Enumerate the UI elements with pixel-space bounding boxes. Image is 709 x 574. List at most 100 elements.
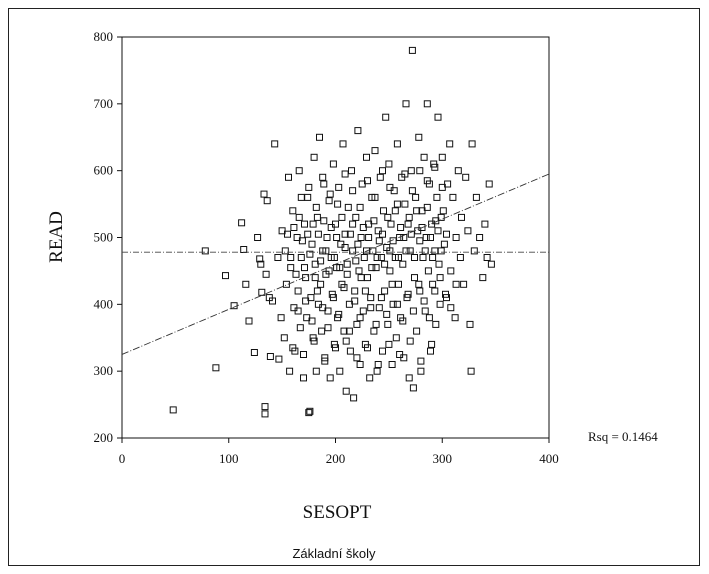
- data-point: [256, 255, 264, 263]
- data-point: [439, 207, 447, 215]
- data-point: [335, 183, 343, 191]
- figure-caption: Základní školy: [292, 546, 376, 561]
- data-point: [305, 183, 313, 191]
- data-point: [423, 177, 431, 185]
- data-point: [417, 357, 425, 365]
- data-point: [281, 247, 289, 255]
- data-point: [393, 300, 401, 308]
- data-point: [407, 230, 415, 238]
- data-point: [416, 287, 424, 295]
- data-point: [468, 140, 476, 148]
- data-point: [311, 274, 319, 282]
- data-point: [423, 100, 431, 108]
- data-point: [301, 220, 308, 228]
- data-point: [282, 280, 290, 288]
- data-point: [411, 274, 418, 282]
- data-point: [341, 170, 349, 178]
- data-point: [343, 260, 351, 268]
- data-point: [320, 217, 328, 225]
- data-point: [309, 220, 317, 228]
- data-point: [277, 314, 285, 322]
- data-point: [297, 193, 305, 201]
- data-point: [354, 127, 362, 135]
- data-point: [363, 247, 370, 255]
- data-point: [305, 409, 313, 417]
- data-point: [363, 153, 370, 161]
- data-point: [250, 349, 258, 356]
- data-point: [372, 320, 380, 328]
- data-point: [371, 193, 379, 201]
- data-point: [295, 167, 303, 175]
- data-point: [396, 351, 404, 358]
- data-point: [406, 337, 414, 345]
- data-point: [356, 203, 364, 211]
- data-point: [349, 187, 357, 195]
- data-point: [360, 254, 368, 261]
- data-point: [287, 254, 295, 261]
- data-point: [440, 240, 448, 248]
- data-point: [261, 410, 269, 418]
- data-point: [366, 374, 374, 382]
- data-point: [351, 297, 359, 305]
- data-point: [317, 257, 325, 265]
- data-point: [292, 270, 300, 278]
- data-point: [274, 254, 282, 261]
- data-point: [325, 267, 333, 275]
- axis-ticks: 0 100 200 300 400 200 300 400 500 600 700 800: [94, 29, 559, 466]
- y-tick-label: 300: [94, 363, 114, 378]
- data-point: [462, 173, 470, 181]
- data-point: [438, 153, 446, 161]
- data-point: [261, 403, 269, 411]
- data-point: [254, 234, 262, 241]
- data-point: [312, 203, 320, 211]
- data-point: [384, 320, 392, 328]
- data-point: [325, 197, 333, 205]
- data-point: [289, 344, 297, 352]
- data-point: [357, 274, 365, 282]
- data-point: [300, 374, 307, 382]
- data-point: [419, 254, 427, 261]
- data-point: [326, 374, 334, 382]
- data-point: [275, 355, 283, 363]
- data-point: [464, 227, 472, 235]
- data-point: [387, 220, 395, 228]
- data-point: [392, 334, 400, 342]
- data-point: [287, 264, 295, 272]
- data-point: [355, 267, 363, 275]
- data-point: [367, 294, 375, 302]
- data-point: [326, 190, 334, 198]
- data-point: [384, 213, 392, 221]
- x-tick-label: 300: [433, 451, 453, 466]
- data-point: [437, 247, 445, 255]
- data-point: [385, 160, 393, 168]
- data-point: [294, 307, 302, 315]
- data-point: [341, 230, 349, 238]
- data-point: [332, 344, 339, 352]
- data-point: [308, 240, 316, 248]
- data-point: [415, 280, 423, 288]
- data-point: [260, 190, 268, 198]
- data-point: [314, 230, 322, 238]
- data-point: [470, 247, 478, 255]
- regression-fit-line: [121, 173, 550, 355]
- data-point: [424, 267, 432, 275]
- data-point: [372, 264, 380, 272]
- data-point: [379, 167, 386, 175]
- data-point: [356, 361, 364, 368]
- data-point: [385, 340, 393, 348]
- data-point: [319, 304, 327, 312]
- data-point: [359, 307, 367, 315]
- data-point: [438, 183, 446, 191]
- data-point: [169, 406, 177, 414]
- data-point: [345, 327, 353, 335]
- data-point: [379, 347, 386, 355]
- data-point: [401, 170, 409, 178]
- data-point: [338, 213, 346, 221]
- data-point: [266, 353, 274, 360]
- data-point: [402, 247, 410, 255]
- data-point: [365, 234, 373, 241]
- data-point: [329, 294, 337, 302]
- data-point: [408, 187, 416, 195]
- data-point: [427, 234, 434, 241]
